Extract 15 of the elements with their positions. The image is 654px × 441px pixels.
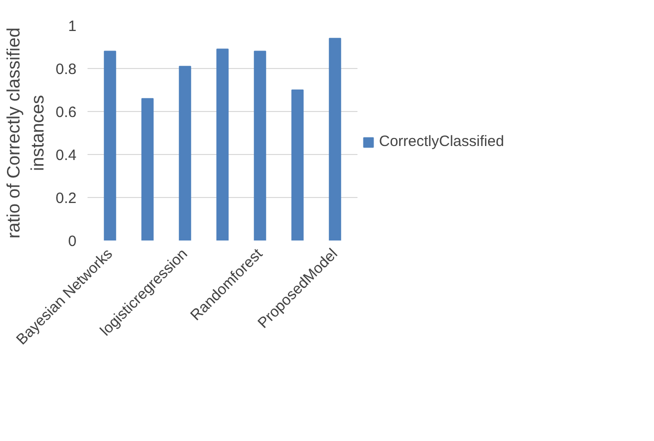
- bar: [254, 50, 266, 240]
- y-tick-label: 0.4: [56, 147, 77, 164]
- y-tick-label: 0: [68, 233, 76, 250]
- bar: [141, 98, 154, 240]
- legend-label: CorrectlyClassified: [379, 133, 504, 150]
- y-tick-label: 0.6: [56, 104, 77, 121]
- bar: [291, 90, 304, 240]
- y-tick-label: 0.8: [56, 61, 77, 78]
- y-tick-label: 0.2: [56, 190, 77, 207]
- bar: [216, 48, 229, 240]
- bar: [104, 50, 116, 240]
- bar: [328, 38, 342, 240]
- bar: [178, 66, 192, 240]
- y-axis-title: ratio of Correctly classified instances: [4, 27, 48, 239]
- y-tick-label: 1: [68, 18, 76, 35]
